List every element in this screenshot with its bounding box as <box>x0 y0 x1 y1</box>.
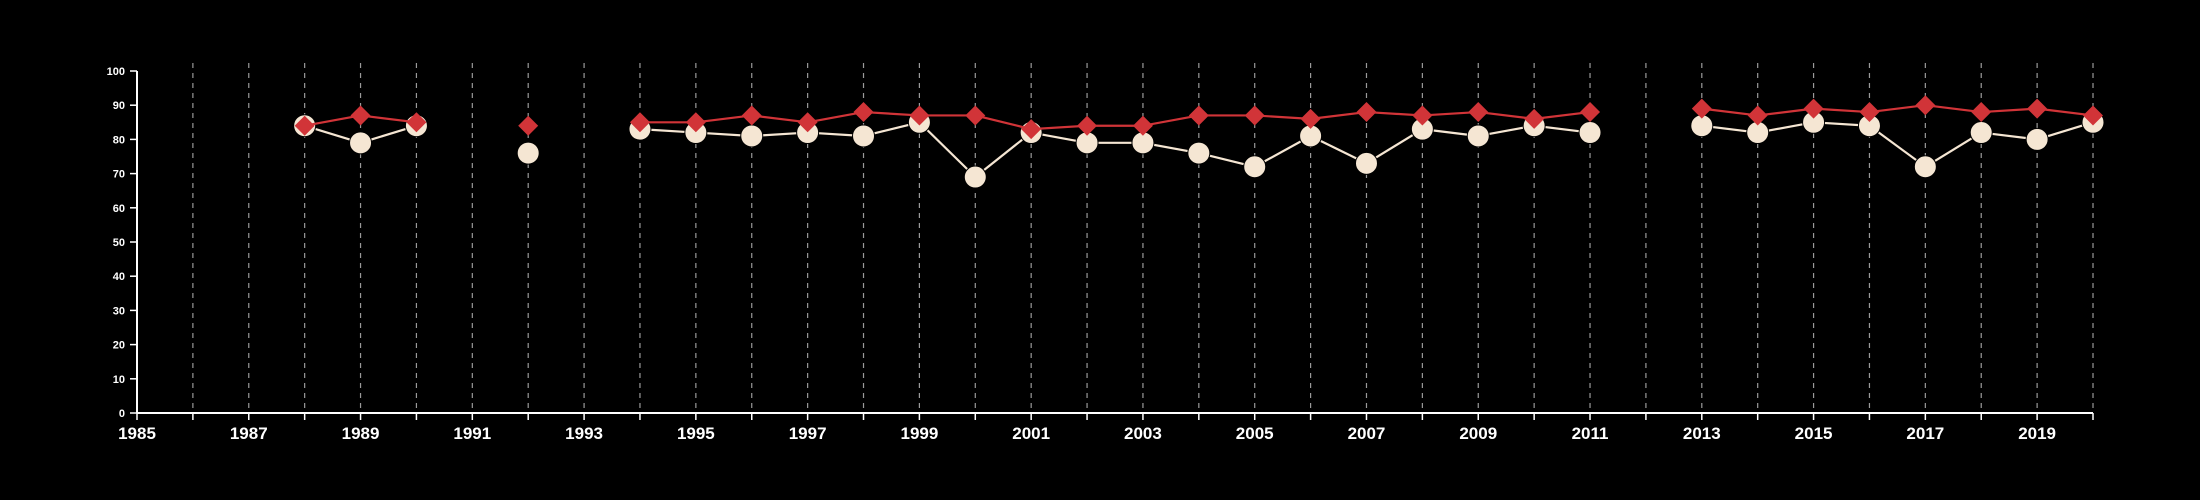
data-point-diamond-2008 <box>1412 105 1433 126</box>
x-tick-label-1987: 1987 <box>230 424 268 443</box>
x-tick-label-2001: 2001 <box>1012 424 1050 443</box>
series-circle-segment <box>918 121 977 178</box>
data-point-circle-1992 <box>516 141 540 165</box>
x-tick-label-2015: 2015 <box>1795 424 1833 443</box>
data-point-diamond-1992 <box>518 115 539 136</box>
data-point-diamond-1996 <box>741 105 762 126</box>
series-diamond-segment <box>1534 110 1591 120</box>
y-tick-label-80: 80 <box>113 134 125 146</box>
data-point-diamond-2010 <box>1524 108 1545 129</box>
grid-lines <box>192 63 2094 413</box>
data-point-diamond-1994 <box>629 112 650 133</box>
data-point-diamond-2015 <box>1803 98 1824 119</box>
x-tick-label-1999: 1999 <box>900 424 938 443</box>
data-point-circle-2017 <box>1913 155 1937 179</box>
series-circle-segment <box>974 131 1032 178</box>
data-point-circle-2005 <box>1243 155 1267 179</box>
x-tick-label-2017: 2017 <box>1906 424 1944 443</box>
series-diamond-segment <box>807 110 864 124</box>
x-tick-label-2011: 2011 <box>1572 424 1609 443</box>
x-tick-label-2019: 2019 <box>2018 424 2056 443</box>
data-point-diamond-2006 <box>1300 108 1321 129</box>
data-point-diamond-1998 <box>853 102 874 123</box>
data-point-diamond-1995 <box>685 112 706 133</box>
series-diamond-segment <box>2036 107 2094 117</box>
y-tick-label-10: 10 <box>113 374 125 386</box>
data-point-circle-2000 <box>963 165 987 189</box>
data-point-diamond-2018 <box>1971 102 1992 123</box>
series-diamond <box>294 95 2103 140</box>
x-tick-label-1985: 1985 <box>118 424 156 443</box>
data-point-circle-1989 <box>349 131 373 155</box>
series-diamond-segment <box>1142 114 1200 127</box>
x-tick-label-1997: 1997 <box>789 424 827 443</box>
series-diamond-segment <box>304 114 361 127</box>
series-group <box>293 95 2105 189</box>
data-point-circle-2009 <box>1466 124 1490 148</box>
series-diamond-segment <box>1478 110 1535 120</box>
data-point-diamond-1997 <box>797 112 818 133</box>
data-point-diamond-2009 <box>1468 102 1489 123</box>
series-diamond-segment <box>1925 104 1982 114</box>
data-point-circle-2004 <box>1187 141 1211 165</box>
x-tick-label-2003: 2003 <box>1124 424 1162 443</box>
series-diamond-segment <box>360 114 417 124</box>
series-diamond-segment <box>975 114 1032 131</box>
y-tick-label-30: 30 <box>113 305 125 317</box>
data-point-circle-2007 <box>1354 151 1378 175</box>
data-point-diamond-1999 <box>909 105 930 126</box>
series-circle <box>293 110 2105 189</box>
x-tick-label-1995: 1995 <box>677 424 715 443</box>
data-point-diamond-2001 <box>1021 119 1042 140</box>
y-tick-label-20: 20 <box>113 340 125 352</box>
data-point-diamond-2016 <box>1859 102 1880 123</box>
x-tick-label-2013: 2013 <box>1683 424 1721 443</box>
data-point-circle-1996 <box>740 124 764 148</box>
series-diamond-segment <box>1869 104 1926 114</box>
data-point-diamond-2005 <box>1244 105 1265 126</box>
x-tick-label-1993: 1993 <box>565 424 603 443</box>
y-tick-label-0: 0 <box>119 408 125 420</box>
series-diamond-segment <box>1310 110 1367 120</box>
series-diamond-segment <box>1701 107 1758 117</box>
x-tick-label-1991: 1991 <box>453 424 491 443</box>
y-tick-label-90: 90 <box>113 100 125 112</box>
data-point-diamond-2011 <box>1580 102 1601 123</box>
data-point-diamond-2020 <box>2083 105 2103 126</box>
axes: 1985 1987 1989 1991 1993 1995 1997 1999 2001 2003… <box>107 66 2094 443</box>
x-tick-label-2009: 2009 <box>1459 424 1497 443</box>
data-point-circle-2018 <box>1969 121 1993 145</box>
data-point-diamond-1988 <box>294 115 315 136</box>
data-point-diamond-2002 <box>1077 115 1098 136</box>
data-point-diamond-2003 <box>1132 115 1153 136</box>
y-tick-label-100: 100 <box>107 66 125 78</box>
data-point-diamond-2004 <box>1188 105 1209 126</box>
x-tick-label-2005: 2005 <box>1236 424 1274 443</box>
data-point-circle-2019 <box>2025 127 2049 151</box>
data-point-diamond-1990 <box>406 112 427 133</box>
x-tick-label-2007: 2007 <box>1348 424 1386 443</box>
data-point-diamond-2017 <box>1915 95 1936 116</box>
data-point-diamond-1989 <box>350 105 371 126</box>
x-tick-label-1989: 1989 <box>342 424 380 443</box>
data-point-diamond-2007 <box>1356 102 1377 123</box>
series-diamond-segment <box>1757 107 1814 117</box>
data-point-diamond-2014 <box>1747 105 1768 126</box>
data-point-diamond-2013 <box>1691 98 1712 119</box>
y-tick-label-40: 40 <box>113 271 125 283</box>
series-circle-segment <box>1868 124 1926 168</box>
series-diamond-segment <box>695 114 752 124</box>
y-tick-label-60: 60 <box>113 203 125 215</box>
series-diamond-segment <box>751 114 808 124</box>
y-tick-label-50: 50 <box>113 237 125 249</box>
data-point-circle-2011 <box>1578 121 1602 145</box>
data-point-diamond-2019 <box>2027 98 2048 119</box>
data-point-diamond-2000 <box>965 105 986 126</box>
data-point-circle-1998 <box>852 124 876 148</box>
y-tick-label-70: 70 <box>113 169 125 181</box>
